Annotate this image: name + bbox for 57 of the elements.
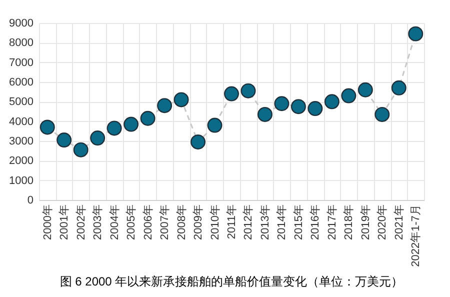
point [308,101,323,116]
point [290,99,306,114]
x-tick-label: 2022年1-7月 [410,204,422,267]
y-tick-label: 0 [27,194,34,206]
point [408,26,424,42]
point [174,92,189,108]
text: 图 6 2000 年以来新承接船舶的单船价值量变化（单位：万美元） [60,274,404,288]
x-tick-label: 2007年 [159,204,172,240]
x-tick-label: 2019年 [360,204,372,240]
x-tick-label: 2012年 [242,204,255,240]
point [374,106,390,122]
point [106,120,122,136]
y-tick-label: 4000 [9,116,34,128]
x-tick-label: 2003年 [92,204,104,240]
point [257,106,272,122]
x-tick-label: 2018年 [343,204,356,240]
point [73,142,88,158]
y-tick-label: 6000 [9,76,34,88]
point [358,82,373,98]
y-tick-label: 1000 [9,174,34,187]
x-tick-label: 2021年 [393,204,406,240]
point [56,132,72,148]
x-tick-label: 2000年 [42,204,54,240]
point [224,86,239,102]
y-tick-label: 9000 [9,18,34,30]
y-tick-label: 2000 [9,155,34,168]
y-tick-label: 3000 [9,136,34,148]
point [140,110,156,126]
x-tick-label: 2002年 [75,204,88,240]
y-tick-label: 7000 [9,56,34,69]
x-tick-label: 2020年 [376,204,389,240]
point [157,98,172,114]
y-tick-label: 5000 [9,96,34,108]
x-tick-label: 2009年 [192,204,205,240]
point [40,120,55,135]
x-tick-label: 2011年 [226,204,238,240]
point [341,88,356,104]
x-tick-label: 2014年 [276,204,288,240]
point [324,94,340,110]
x-tick-label: 2001年 [58,204,71,240]
x-tick-label: 2008年 [176,204,188,240]
x-tick-label: 2004年 [108,204,121,240]
point [391,80,406,96]
x-tick-label: 2017年 [326,204,338,240]
x-tick-label: 2010年 [209,204,222,240]
point [207,118,222,133]
point [124,116,139,132]
x-tick-label: 2005年 [126,204,138,240]
point [274,96,290,112]
x-tick-label: 2006年 [142,204,154,240]
x-tick-label: 2016年 [310,204,322,240]
y-tick-label: 8000 [9,37,34,50]
point [240,83,256,98]
x-tick-label: 2015年 [292,204,305,240]
point [190,134,206,150]
x-tick-label: 2013年 [259,204,272,240]
point [90,130,106,146]
